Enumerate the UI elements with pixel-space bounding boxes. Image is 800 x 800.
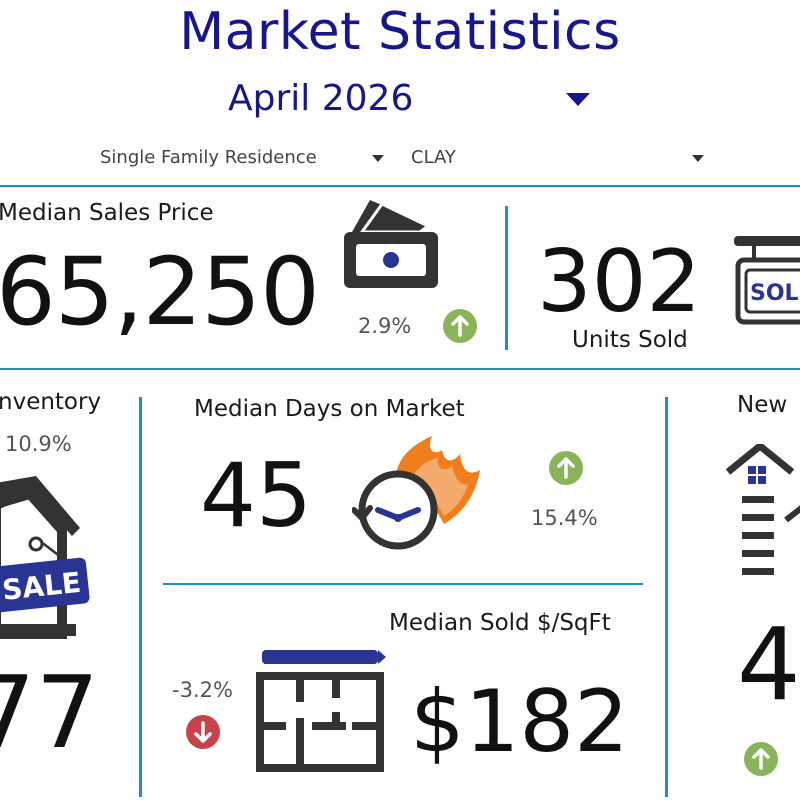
inventory-label: nventory: [0, 389, 102, 415]
sold-sign-icon: SOL: [732, 232, 800, 336]
divider: [139, 397, 142, 797]
divider: [0, 185, 800, 187]
inventory-change: 10.9%: [5, 432, 72, 456]
county-select[interactable]: CLAY: [411, 147, 456, 168]
median-sales-price-value: 65,250: [0, 238, 320, 347]
clock-fire-icon: [351, 432, 482, 556]
house-tower-icon: [725, 441, 800, 584]
units-sold-value: 302: [537, 232, 702, 332]
caret-down-icon[interactable]: [692, 155, 704, 162]
caret-down-icon[interactable]: [566, 93, 590, 106]
median-sqft-change: -3.2%: [172, 678, 233, 702]
new-listings-label: New: [737, 392, 788, 418]
divider: [163, 583, 643, 585]
divider: [0, 368, 800, 370]
median-sales-price-label: Median Sales Price: [0, 200, 214, 226]
median-days-label: Median Days on Market: [194, 396, 465, 422]
median-days-value: 45: [200, 444, 312, 547]
median-sales-price-change: 2.9%: [358, 314, 412, 338]
arrow-up-icon: [549, 451, 583, 485]
arrow-up-icon: [443, 309, 477, 343]
arrow-down-icon: [186, 715, 220, 749]
arrow-up-icon: [744, 742, 778, 776]
inventory-value: 77: [0, 654, 100, 771]
property-type-select[interactable]: Single Family Residence: [100, 147, 317, 168]
divider: [665, 397, 668, 797]
median-sqft-value: $182: [410, 672, 629, 772]
period-select[interactable]: April 2026: [228, 78, 414, 119]
caret-down-icon[interactable]: [372, 155, 384, 162]
divider: [505, 206, 508, 350]
new-listings-value: 4: [737, 606, 800, 723]
money-icon: [340, 192, 440, 296]
house-sale-icon: SALE: [0, 474, 92, 644]
median-days-change: 15.4%: [531, 506, 598, 530]
median-sqft-label: Median Sold $/SqFt: [389, 610, 611, 636]
sale-sign-text: SALE: [1, 566, 83, 607]
floor-plan-icon: [256, 642, 386, 776]
sold-sign-text: SOL: [750, 281, 799, 306]
page-title: Market Statistics: [179, 2, 621, 62]
units-sold-label: Units Sold: [572, 327, 688, 353]
